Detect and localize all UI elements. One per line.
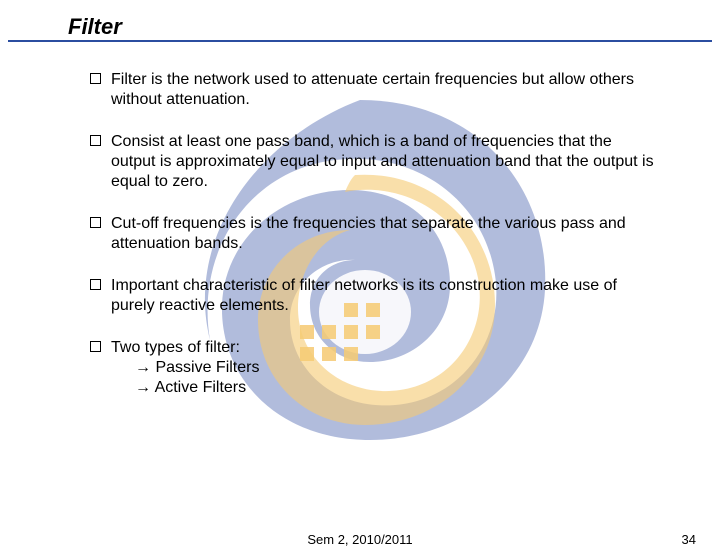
- arrow-icon: →: [135, 379, 151, 396]
- bullet-icon: [90, 73, 101, 84]
- list-item: Filter is the network used to attenuate …: [90, 70, 660, 110]
- bullet-icon: [90, 279, 101, 290]
- bullet-icon: [90, 341, 101, 352]
- bullet-text: Two types of filter: → Passive Filters →…: [111, 338, 660, 398]
- bullet-icon: [90, 217, 101, 228]
- body: Filter is the network used to attenuate …: [0, 42, 720, 398]
- list-item: Consist at least one pass band, which is…: [90, 132, 660, 192]
- sub-item: → Passive Filters: [135, 359, 259, 376]
- bullet-text: Consist at least one pass band, which is…: [111, 132, 660, 192]
- arrow-icon: →: [135, 359, 151, 376]
- sub-item: → Active Filters: [135, 379, 246, 396]
- bullet-text: Cut-off frequencies is the frequencies t…: [111, 214, 660, 254]
- page-title: Filter: [68, 14, 122, 40]
- sub-item-label: Active Filters: [155, 379, 247, 396]
- list-item: Two types of filter: → Passive Filters →…: [90, 338, 660, 398]
- bullet-text: Important characteristic of filter netwo…: [111, 276, 660, 316]
- bullet-icon: [90, 135, 101, 146]
- bullet-heading: Two types of filter:: [111, 339, 240, 356]
- sub-item-label: Passive Filters: [155, 359, 259, 376]
- bullet-text: Filter is the network used to attenuate …: [111, 70, 660, 110]
- list-item: Important characteristic of filter netwo…: [90, 276, 660, 316]
- list-item: Cut-off frequencies is the frequencies t…: [90, 214, 660, 254]
